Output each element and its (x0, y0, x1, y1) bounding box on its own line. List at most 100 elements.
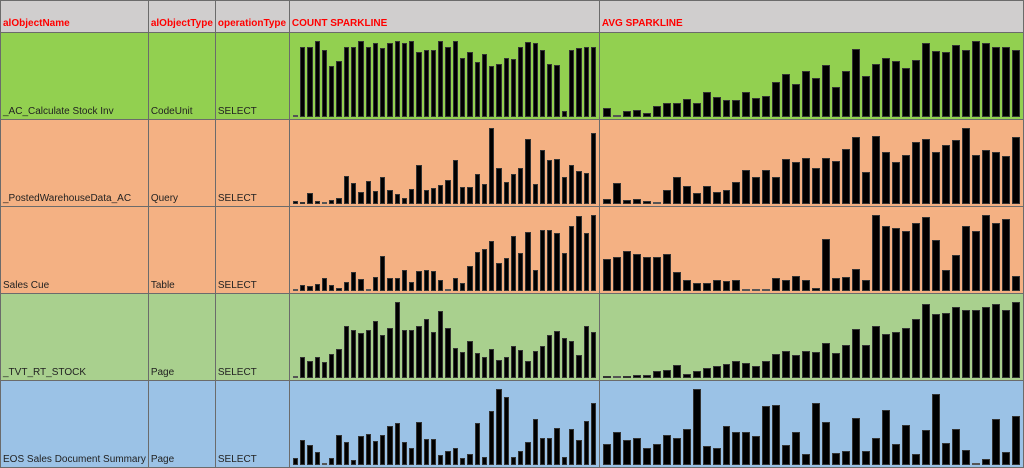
count-sparkline-bar (583, 420, 589, 465)
count-sparkline-bar (525, 41, 531, 117)
count-sparkline-bar (532, 351, 538, 378)
count-sparkline-bar (583, 233, 589, 291)
operation-type-cell[interactable]: SELECT (214, 293, 290, 381)
count-sparkline-bar (532, 269, 538, 291)
avg-sparkline-cell[interactable] (598, 380, 1024, 468)
avg-sparkline-cell[interactable] (598, 293, 1024, 381)
count-sparkline-cell[interactable] (288, 119, 600, 207)
avg-sparkline-cell[interactable] (598, 206, 1024, 294)
count-sparkline-bar (568, 165, 575, 204)
count-sparkline-bar (423, 189, 429, 204)
avg-sparkline-bar (822, 65, 831, 117)
count-sparkline-bar (525, 139, 531, 204)
object-name-cell[interactable]: EOS Sales Document Summary (0, 380, 149, 468)
object-name-cell[interactable]: _AC_Calculate Stock Inv (0, 32, 149, 120)
avg-sparkline-bar (931, 240, 940, 291)
avg-sparkline-bar (941, 442, 950, 465)
object-type-cell[interactable]: Table (147, 206, 216, 294)
avg-sparkline-bar (971, 154, 980, 204)
avg-sparkline-bar (872, 136, 881, 204)
object-name-cell[interactable]: Sales Cue (0, 206, 149, 294)
avg-sparkline-bar (941, 312, 950, 378)
count-sparkline-bar (292, 200, 299, 204)
avg-sparkline-bar (911, 318, 920, 378)
avg-sparkline-bar (882, 225, 890, 291)
count-sparkline-bar (292, 376, 299, 378)
operation-type-cell[interactable]: SELECT (214, 380, 290, 468)
count-sparkline-bar (590, 331, 597, 378)
count-sparkline-bar (576, 439, 582, 465)
count-sparkline-cell[interactable] (288, 380, 600, 468)
avg-sparkline-bar (652, 202, 661, 204)
avg-sparkline-bar (772, 278, 781, 291)
avg-sparkline-bar (712, 97, 721, 117)
avg-sparkline-bar (682, 374, 691, 378)
count-sparkline-bar (503, 356, 509, 378)
avg-sparkline-bar (662, 369, 671, 378)
object-type-cell[interactable]: Page (147, 293, 216, 381)
count-sparkline-bar (496, 359, 502, 378)
count-sparkline-bar (343, 175, 350, 204)
operation-type-cell[interactable]: SELECT (214, 206, 290, 294)
count-sparkline-bar (547, 230, 553, 291)
avg-sparkline-bar (931, 50, 940, 117)
avg-sparkline-bar (612, 115, 621, 117)
count-sparkline-bar (539, 437, 546, 465)
count-sparkline-bar (387, 43, 393, 117)
object-type-cell[interactable]: CodeUnit (147, 32, 216, 120)
count-sparkline-bar (387, 190, 393, 204)
header-avg-sparkline[interactable]: AVG SPARKLINE (598, 0, 1024, 33)
avg-sparkline-bar (702, 446, 711, 465)
header-alobjecttype[interactable]: alObjectType (147, 0, 216, 33)
object-name-cell[interactable]: _PostedWarehouseData_AC (0, 119, 149, 207)
count-sparkline-bar (554, 330, 560, 378)
operation-type-cell[interactable]: SELECT (214, 119, 290, 207)
count-sparkline-cell[interactable] (288, 206, 600, 294)
avg-sparkline-cell[interactable] (598, 119, 1024, 207)
avg-sparkline-bar (951, 255, 960, 291)
operation-type-cell[interactable]: SELECT (214, 32, 290, 120)
avg-sparkline-bar (812, 167, 821, 204)
count-sparkline (292, 41, 597, 117)
count-sparkline-cell[interactable] (288, 32, 600, 120)
object-type-cell[interactable]: Query (147, 119, 216, 207)
avg-sparkline-bar (782, 159, 791, 204)
count-sparkline-bar (292, 289, 299, 291)
avg-sparkline-bar (672, 438, 681, 465)
count-sparkline-bar (525, 231, 531, 291)
avg-sparkline-bar (772, 177, 781, 204)
avg-sparkline-bar (792, 162, 801, 204)
count-sparkline-bar (329, 284, 335, 291)
count-sparkline-bar (510, 236, 517, 291)
avg-sparkline-bar (762, 95, 771, 117)
count-sparkline-bar (365, 289, 371, 291)
count-sparkline-bar (561, 177, 567, 204)
avg-sparkline-bar (852, 137, 861, 204)
avg-sparkline (602, 215, 1020, 291)
count-sparkline-bar (561, 338, 567, 378)
object-name-cell[interactable]: _TVT_RT_STOCK (0, 293, 149, 381)
count-sparkline-bar (547, 159, 553, 204)
count-sparkline-bar (568, 429, 575, 465)
header-count-sparkline[interactable]: COUNT SPARKLINE (288, 0, 600, 33)
avg-sparkline-bar (792, 83, 801, 117)
count-sparkline-bar (510, 346, 517, 378)
avg-sparkline-bar (742, 362, 751, 378)
count-sparkline-bar (409, 188, 415, 204)
count-sparkline-bar (416, 51, 422, 117)
avg-sparkline-bar (762, 361, 771, 378)
avg-sparkline-cell[interactable] (598, 32, 1024, 120)
avg-sparkline-bar (622, 439, 631, 465)
count-sparkline-bar (387, 278, 393, 291)
count-sparkline-bar (481, 357, 488, 378)
count-sparkline-bar (496, 168, 502, 204)
object-type-cell[interactable]: Page (147, 380, 216, 468)
count-sparkline-bar (409, 330, 415, 378)
count-sparkline-bar (525, 361, 531, 378)
header-alobjectname[interactable]: alObjectName (0, 0, 149, 33)
avg-sparkline-bar (692, 103, 701, 117)
header-operationtype[interactable]: operationType (214, 0, 290, 33)
count-sparkline-cell[interactable] (288, 293, 600, 381)
count-sparkline-bar (336, 434, 342, 465)
avg-sparkline-bar (872, 325, 881, 378)
